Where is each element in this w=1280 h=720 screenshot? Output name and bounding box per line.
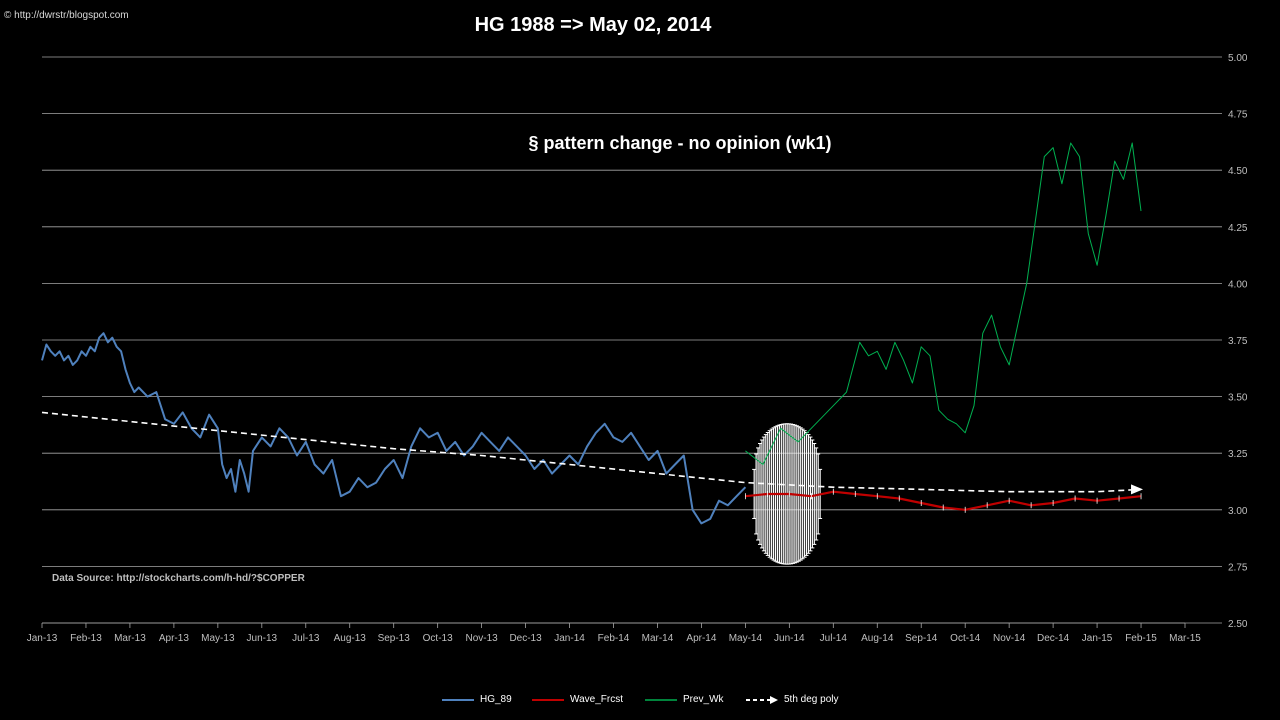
series-lines — [41, 142, 1144, 525]
x-tick-label: May-13 — [201, 633, 235, 644]
y-tick-label: 3.25 — [1228, 449, 1248, 460]
x-tick-label: Mar-13 — [114, 633, 146, 644]
legend: HG_89 Wave_Frcst Prev_Wk 5th deg poly — [0, 692, 1280, 708]
y-tick-label: 3.75 — [1228, 336, 1248, 347]
x-tick-label: Dec-14 — [1037, 633, 1070, 644]
x-tick-label: Nov-13 — [465, 633, 498, 644]
y-tick-label: 3.00 — [1228, 506, 1248, 517]
x-tick-label: Dec-13 — [509, 633, 542, 644]
x-tick-label: Oct-13 — [423, 633, 453, 644]
y-tick-label: 5.00 — [1228, 53, 1248, 64]
x-tick-label: Apr-13 — [159, 633, 189, 644]
y-tick-label: 4.25 — [1228, 223, 1248, 234]
legend-label: HG_89 — [480, 694, 512, 705]
y-tick-label: 4.00 — [1228, 279, 1248, 290]
x-tick-label: May-14 — [729, 633, 763, 644]
x-tick-label: Jun-13 — [247, 633, 278, 644]
x-tick-label: Jan-15 — [1082, 633, 1113, 644]
legend-swatch — [645, 699, 677, 701]
watermark-text: © http://dwrstr/blogspot.com — [4, 10, 129, 21]
x-tick-label: Apr-14 — [686, 633, 716, 644]
x-tick-label: Sep-13 — [378, 633, 411, 644]
y-tick-label: 4.75 — [1228, 110, 1248, 121]
x-tick-label: Feb-15 — [1125, 633, 1157, 644]
gridlines — [42, 56, 1222, 624]
series-poly-arrowhead — [1131, 484, 1144, 495]
legend-label: Prev_Wk — [683, 694, 724, 705]
x-tick-label: Jan-13 — [27, 633, 58, 644]
x-tick-label: Jul-13 — [292, 633, 320, 644]
legend-swatch — [532, 699, 564, 701]
data-source-note: Data Source: http://stockcharts.com/h-hd… — [52, 573, 305, 584]
y-tick-label: 2.75 — [1228, 562, 1248, 573]
legend-swatch — [442, 699, 474, 701]
x-tick-label: Jul-14 — [820, 633, 848, 644]
y-tick-label: 3.50 — [1228, 393, 1248, 404]
legend-label: Wave_Frcst — [570, 694, 623, 705]
x-tick-label: Aug-13 — [334, 633, 367, 644]
y-axis-ticks: 2.50 2.75 3.00 3.25 3.50 3.75 4.00 4.25 4.50 4.75… — [1228, 53, 1248, 630]
x-tick-label: Oct-14 — [950, 633, 980, 644]
series-prev-wk-line — [745, 142, 1142, 465]
x-tick-label: Aug-14 — [861, 633, 894, 644]
x-tick-label: Feb-14 — [598, 633, 630, 644]
x-tick-label: Sep-14 — [905, 633, 938, 644]
x-tick-label: Nov-14 — [993, 633, 1026, 644]
chart-annotation: § pattern change - no opinion (wk1) — [528, 133, 832, 153]
x-tick-label: Jun-14 — [774, 633, 805, 644]
x-axis-ticks: Jan-13 Feb-13 Mar-13 Apr-13 May-13 Jun-13 Jul-… — [27, 622, 1201, 644]
x-tick-label: Feb-13 — [70, 633, 102, 644]
y-tick-label: 2.50 — [1228, 619, 1248, 630]
legend-swatch — [746, 696, 778, 704]
series-poly-line — [41, 411, 1142, 493]
x-tick-label: Mar-15 — [1169, 633, 1201, 644]
y-tick-label: 4.50 — [1228, 166, 1248, 177]
x-tick-label: Jan-14 — [554, 633, 585, 644]
chart-title: HG 1988 => May 02, 2014 — [474, 14, 712, 36]
legend-label: 5th deg poly — [784, 694, 839, 705]
x-tick-label: Mar-14 — [642, 633, 674, 644]
series-hg89-line — [41, 332, 747, 525]
